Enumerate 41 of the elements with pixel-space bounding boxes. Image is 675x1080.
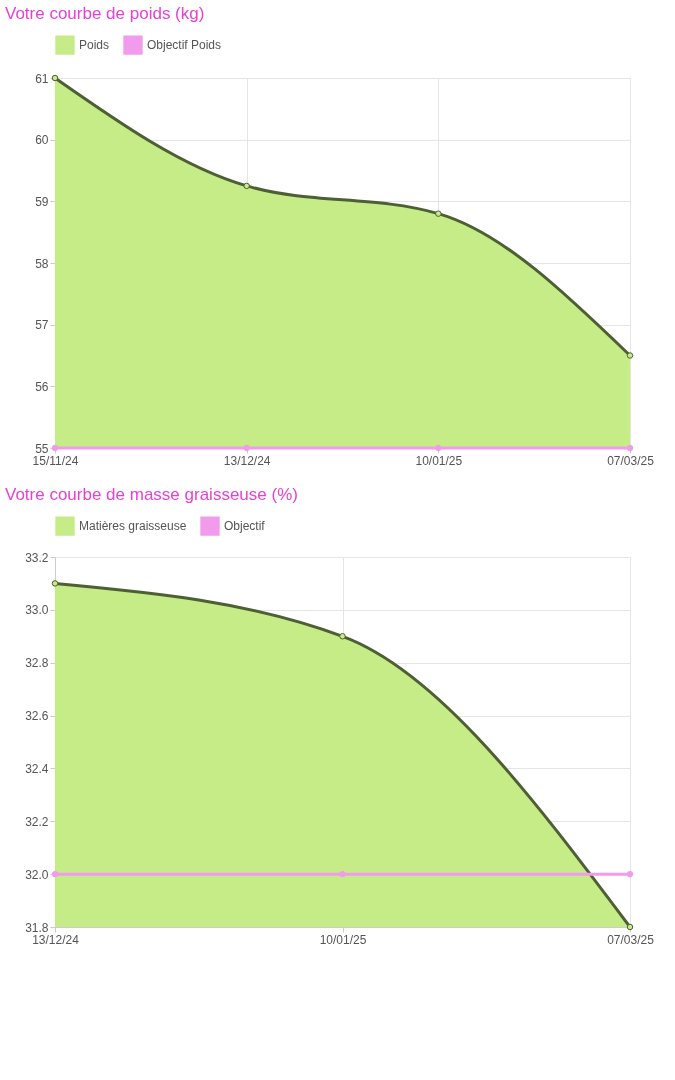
point	[243, 182, 250, 190]
chart-title: Votre courbe de masse graisseuse (%)	[5, 485, 298, 504]
point	[51, 74, 59, 82]
x-tick-label: 13/12/24	[223, 453, 271, 468]
point	[339, 633, 346, 640]
point	[626, 870, 634, 878]
y-tick-label: 61	[35, 71, 49, 86]
point	[626, 352, 634, 359]
y-tick-label: 59	[35, 194, 49, 209]
point	[339, 870, 346, 878]
y-tick-label: 60	[35, 133, 49, 148]
x-tick-label: 10/01/25	[415, 453, 463, 468]
y-tick-label: 32.4	[25, 761, 49, 776]
chart-title: Votre courbe de poids (kg)	[5, 4, 205, 23]
x-tick-label: 10/01/25	[319, 932, 367, 947]
y-tick-label: 32.2	[25, 814, 49, 829]
point	[51, 444, 59, 452]
legend-label: Objectif	[224, 519, 266, 534]
legend-label: Matières graisseuse	[79, 519, 187, 534]
y-tick-label: 31.8	[25, 920, 49, 935]
y-tick-label: 32.8	[25, 656, 49, 671]
legend-label: Objectif Poids	[147, 38, 222, 53]
x-tick-label: 07/03/25	[607, 932, 655, 947]
x-tick-label: 13/12/24	[32, 932, 80, 947]
x-tick-label: 07/03/25	[607, 453, 655, 468]
point	[626, 444, 634, 452]
y-tick-label: 58	[35, 256, 49, 271]
point	[51, 870, 59, 878]
y-tick-label: 32.6	[25, 709, 49, 724]
point	[435, 444, 442, 452]
y-tick-label: 56	[35, 379, 49, 394]
y-tick-label: 33.2	[25, 550, 49, 565]
y-tick-label: 55	[35, 441, 49, 456]
point	[243, 444, 250, 452]
y-tick-label: 33.0	[25, 603, 49, 618]
point	[51, 580, 59, 587]
legend-label: Poids	[79, 38, 110, 53]
y-tick-label: 32.0	[25, 867, 49, 882]
y-tick-label: 57	[35, 318, 49, 333]
x-tick-label: 15/11/24	[32, 453, 79, 468]
point	[435, 210, 442, 217]
